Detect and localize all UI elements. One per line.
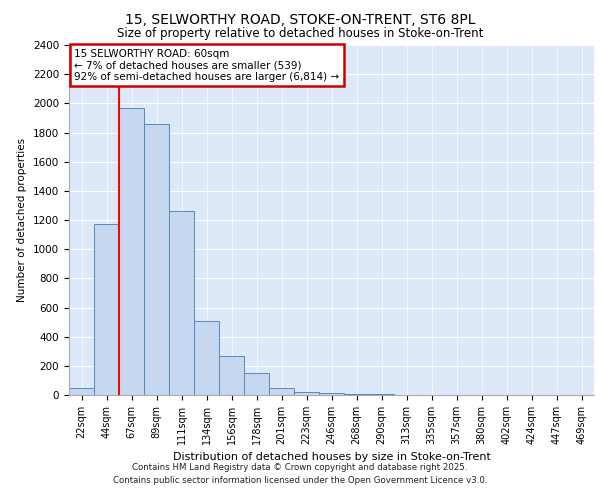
Text: Contains public sector information licensed under the Open Government Licence v3: Contains public sector information licen… bbox=[113, 476, 487, 485]
Text: Contains HM Land Registry data © Crown copyright and database right 2025.: Contains HM Land Registry data © Crown c… bbox=[132, 464, 468, 472]
Bar bbox=[269, 388, 294, 395]
Bar bbox=[319, 393, 344, 395]
Bar bbox=[144, 124, 169, 395]
Bar bbox=[194, 320, 219, 395]
Bar bbox=[294, 392, 319, 395]
Bar bbox=[119, 108, 144, 395]
Text: Size of property relative to detached houses in Stoke-on-Trent: Size of property relative to detached ho… bbox=[117, 28, 483, 40]
Bar bbox=[169, 211, 194, 395]
Bar bbox=[244, 373, 269, 395]
Y-axis label: Number of detached properties: Number of detached properties bbox=[17, 138, 28, 302]
X-axis label: Distribution of detached houses by size in Stoke-on-Trent: Distribution of detached houses by size … bbox=[173, 452, 490, 462]
Bar bbox=[94, 224, 119, 395]
Bar bbox=[369, 394, 394, 395]
Bar bbox=[69, 388, 94, 395]
Bar bbox=[219, 356, 244, 395]
Bar bbox=[344, 394, 369, 395]
Text: 15, SELWORTHY ROAD, STOKE-ON-TRENT, ST6 8PL: 15, SELWORTHY ROAD, STOKE-ON-TRENT, ST6 … bbox=[125, 12, 475, 26]
Text: 15 SELWORTHY ROAD: 60sqm
← 7% of detached houses are smaller (539)
92% of semi-d: 15 SELWORTHY ROAD: 60sqm ← 7% of detache… bbox=[74, 48, 340, 82]
